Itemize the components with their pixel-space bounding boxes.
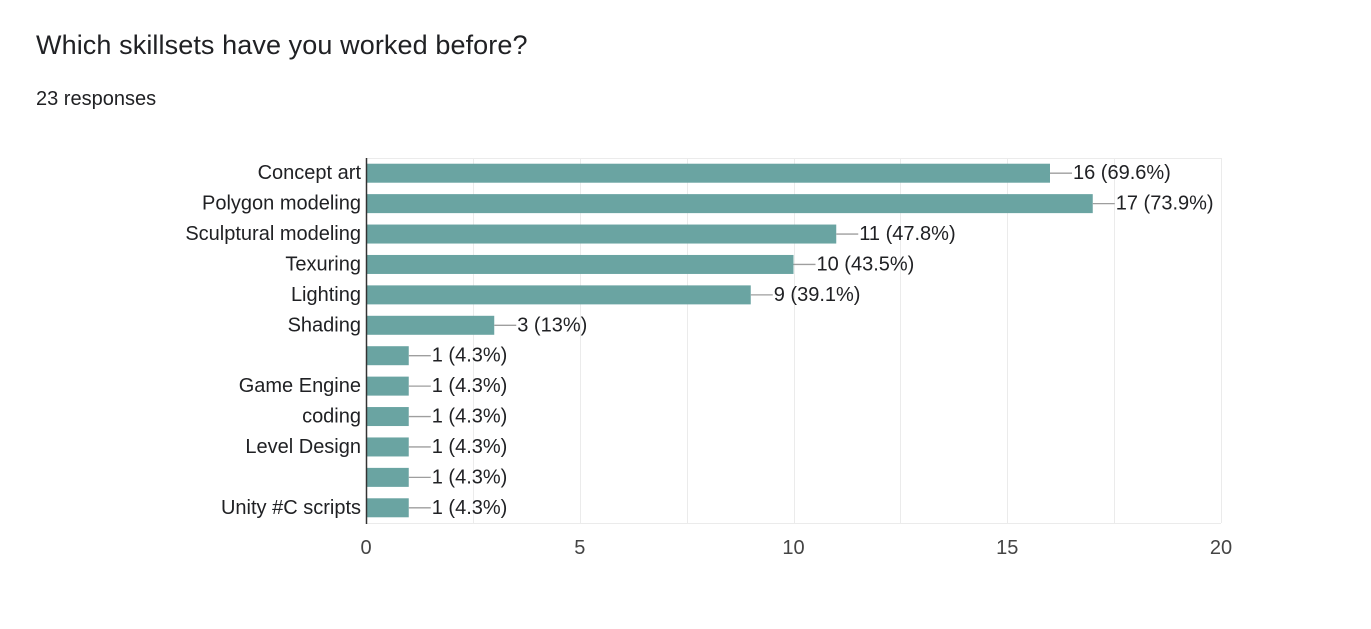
bar xyxy=(366,498,409,518)
data-label: 9 (39.1%) xyxy=(774,284,861,306)
bar xyxy=(366,437,409,457)
data-label: 1 (4.3%) xyxy=(432,375,508,397)
data-label: 1 (4.3%) xyxy=(432,436,508,458)
category-label: Polygon modeling xyxy=(202,193,361,215)
bar xyxy=(366,224,837,244)
bar xyxy=(366,254,794,274)
category-label: coding xyxy=(302,406,361,428)
category-label: Unity #C scripts xyxy=(221,497,361,519)
data-label: 11 (47.8%) xyxy=(859,223,955,245)
x-tick-label: 5 xyxy=(574,537,585,559)
bar xyxy=(366,346,409,366)
data-label: 1 (4.3%) xyxy=(432,497,508,519)
x-tick-label: 10 xyxy=(782,537,804,559)
data-label: 3 (13%) xyxy=(517,314,587,336)
data-label: 16 (69.6%) xyxy=(1073,162,1171,184)
axes: 0 5 10 15 20 xyxy=(360,158,1232,559)
bar xyxy=(366,467,409,487)
bar xyxy=(366,285,751,305)
bar xyxy=(366,163,1050,183)
category-label: Sculptural modeling xyxy=(185,223,361,245)
bar xyxy=(366,407,409,427)
data-label: 1 (4.3%) xyxy=(432,406,508,428)
question-title: Which skillsets have you worked before? xyxy=(36,30,528,60)
category-label: Texuring xyxy=(285,253,361,275)
data-label: 1 (4.3%) xyxy=(432,466,508,488)
category-label: Shading xyxy=(288,314,361,336)
gridlines xyxy=(366,158,1222,524)
bar xyxy=(366,194,1093,214)
bar xyxy=(366,315,495,335)
category-label: Level Design xyxy=(245,436,361,458)
category-label: Lighting xyxy=(291,284,361,306)
category-label: Concept art xyxy=(258,162,362,184)
x-tick-label: 20 xyxy=(1210,537,1232,559)
x-tick-label: 15 xyxy=(996,537,1018,559)
data-labels: 16 (69.6%) 17 (73.9%) 11 (47.8%) 10 (43.5%)… xyxy=(408,162,1214,519)
bars xyxy=(366,163,1093,518)
data-label: 1 (4.3%) xyxy=(432,345,508,367)
data-label: 10 (43.5%) xyxy=(817,253,915,275)
bar xyxy=(366,376,409,396)
x-tick-label: 0 xyxy=(360,537,371,559)
data-label: 17 (73.9%) xyxy=(1116,193,1214,215)
response-count: 23 responses xyxy=(36,88,157,110)
category-labels: Concept art Polygon modeling Sculptural mo… xyxy=(185,162,361,519)
category-label: Game Engine xyxy=(239,375,361,397)
